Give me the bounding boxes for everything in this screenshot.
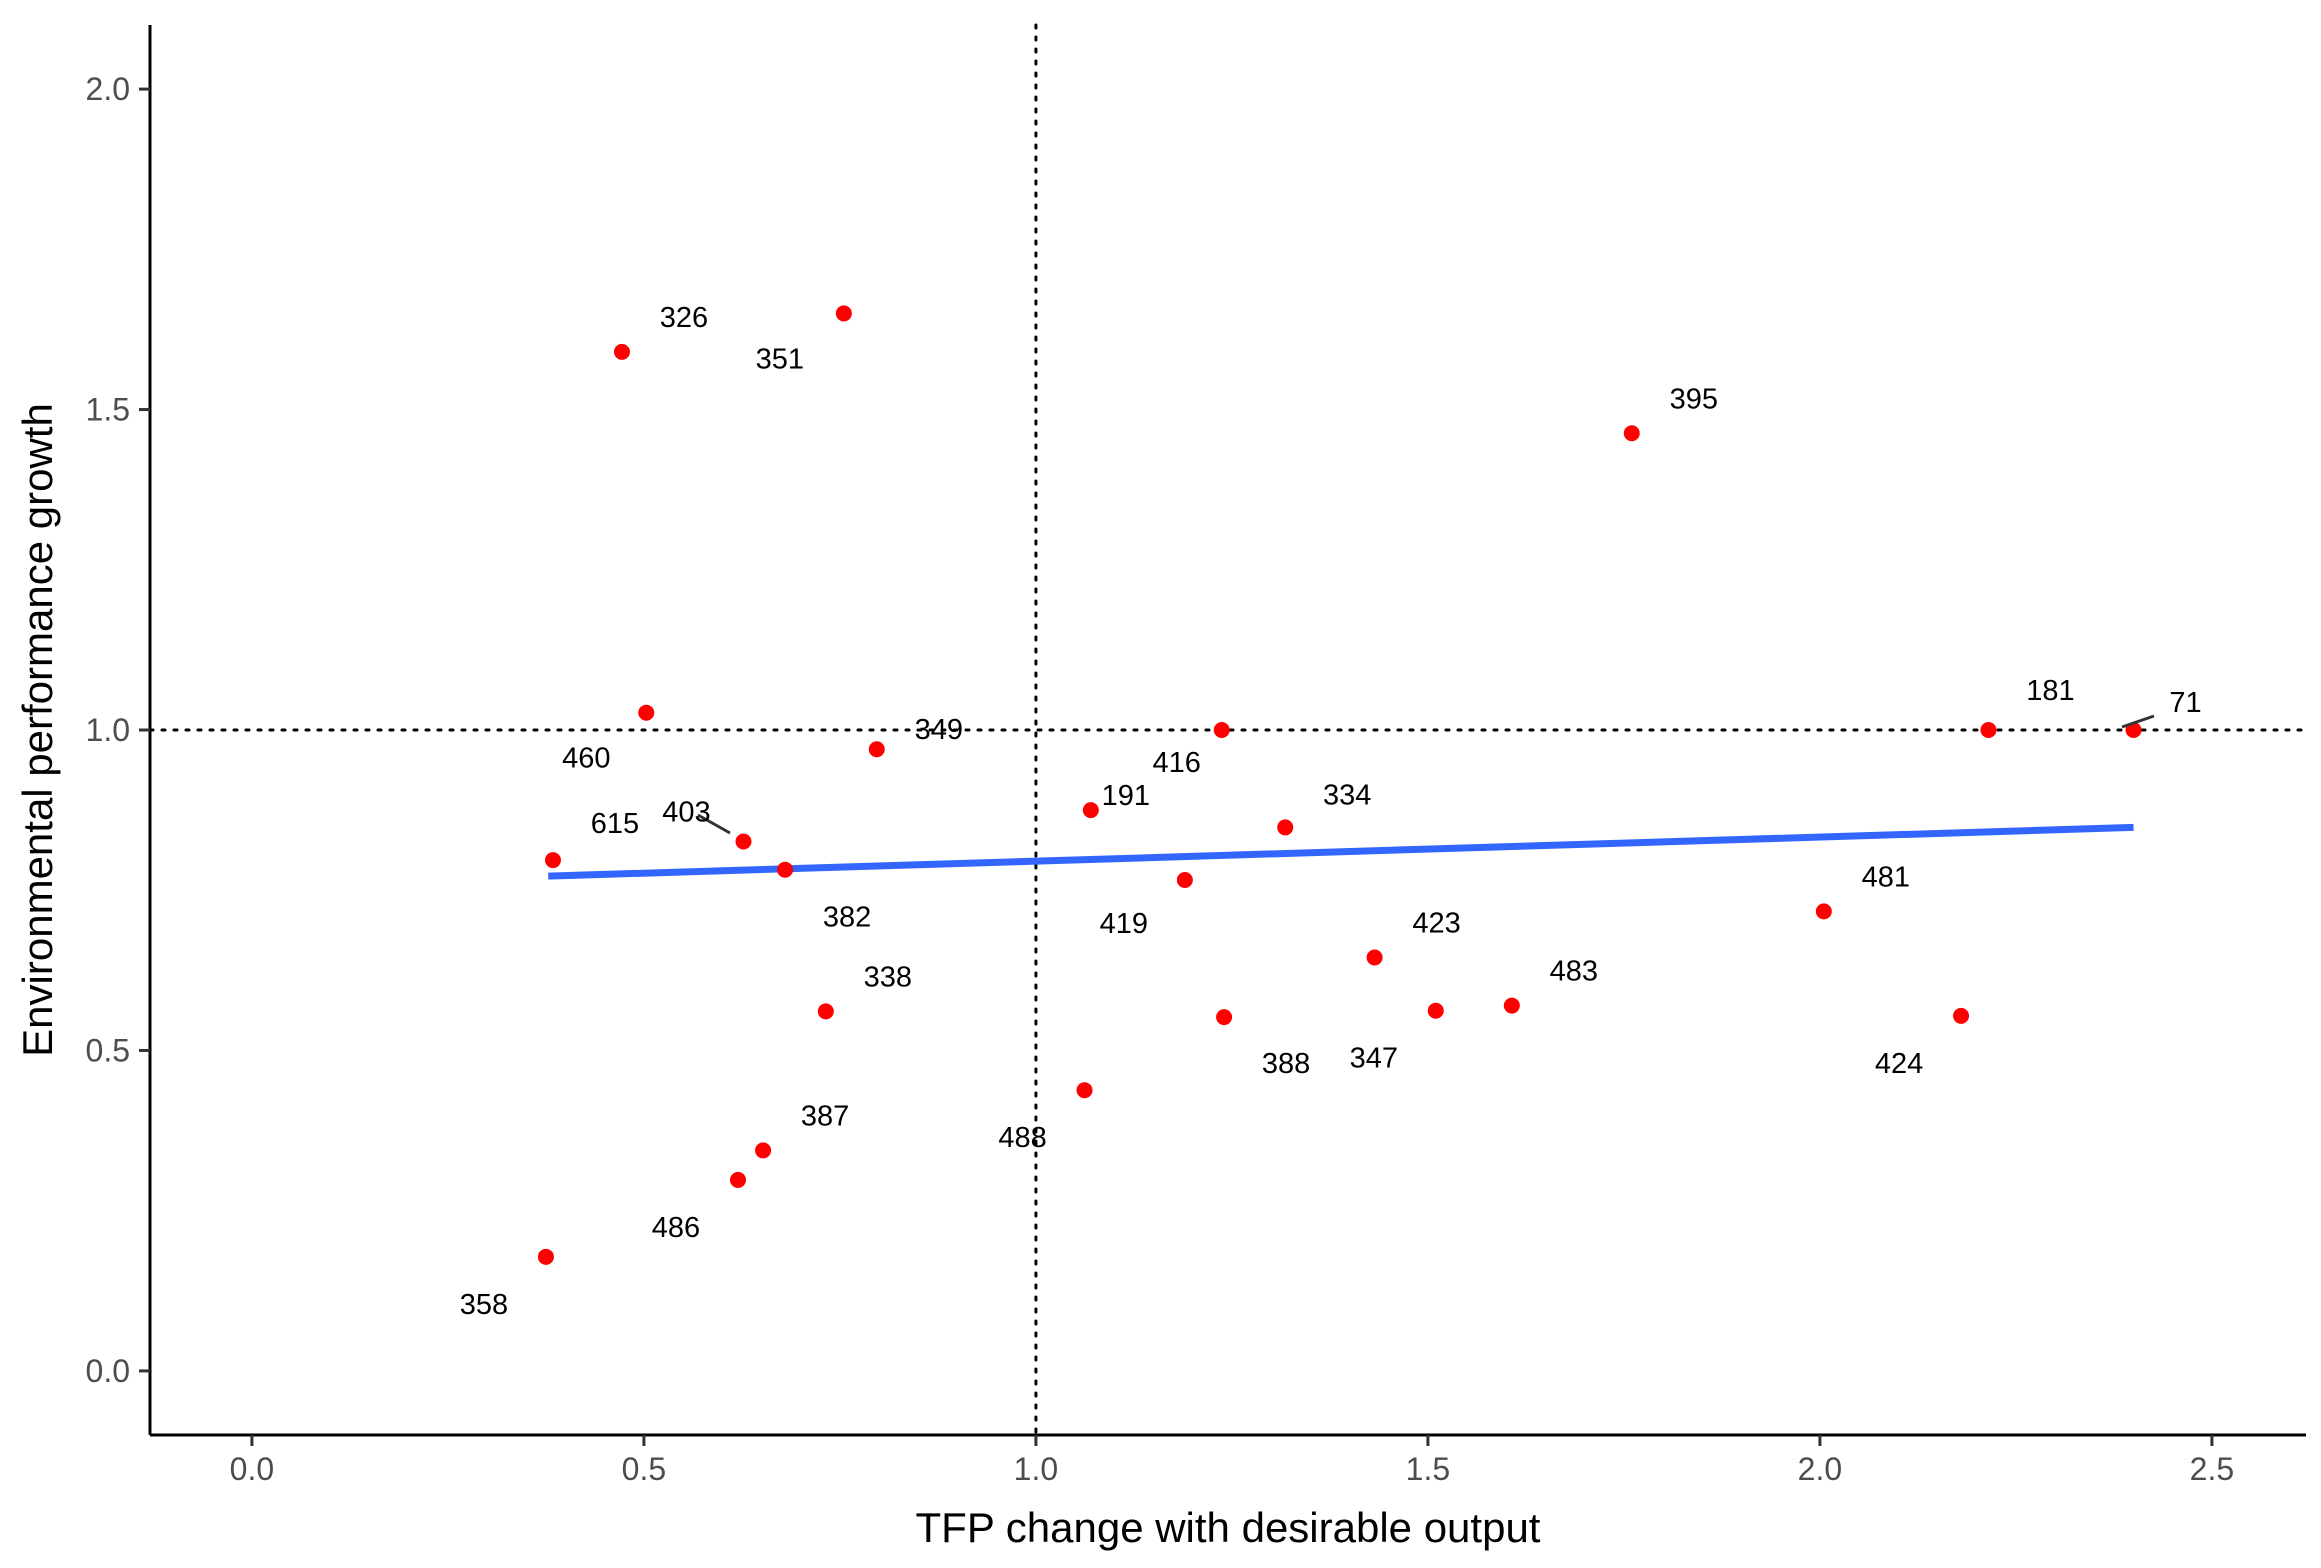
data-point — [1216, 1009, 1233, 1026]
x-tick-label: 0.5 — [622, 1451, 666, 1487]
data-point — [868, 741, 885, 758]
data-point — [1366, 949, 1383, 966]
data-point — [1953, 1007, 1970, 1024]
data-point — [755, 1142, 772, 1159]
data-point — [544, 852, 561, 869]
trend-line — [548, 823, 2134, 880]
point-label: 358 — [460, 1289, 508, 1321]
point-label: 191 — [1102, 780, 1150, 812]
x-ticks: 0.0 0.5 1.0 1.5 2.0 2.5 — [230, 1435, 2234, 1487]
x-tick-label: 1.0 — [1014, 1451, 1058, 1487]
point-label: 423 — [1412, 908, 1460, 940]
point-label: 338 — [864, 961, 912, 993]
data-point — [817, 1003, 834, 1020]
y-tick-label: 1.5 — [86, 392, 130, 428]
data-point — [1503, 997, 1520, 1014]
point-label: 347 — [1350, 1043, 1398, 1075]
point-labels: 326 351 395 460 349 416 181 71 191 334 403 615 382 41… — [460, 302, 2202, 1321]
y-tick-label: 2.0 — [86, 71, 130, 107]
data-point — [1213, 722, 1230, 738]
y-ticks: 0.0 0.5 1.0 1.5 2.0 — [86, 71, 150, 1389]
point-label: 181 — [2026, 675, 2074, 707]
point-label: 488 — [998, 1122, 1046, 1154]
point-label: 349 — [915, 714, 963, 746]
point-label: 326 — [660, 302, 708, 334]
point-label: 424 — [1875, 1048, 1923, 1080]
point-label: 395 — [1670, 383, 1718, 415]
data-point — [835, 305, 852, 322]
point-label: 71 — [2169, 687, 2201, 719]
data-point — [1277, 819, 1294, 836]
x-tick-label: 2.5 — [2190, 1451, 2234, 1487]
point-label: 486 — [652, 1212, 700, 1244]
data-point — [1623, 425, 1640, 442]
x-axis-title: TFP change with desirable output — [916, 1504, 1541, 1551]
y-tick-label: 1.0 — [86, 712, 130, 748]
point-label: 416 — [1153, 747, 1201, 779]
data-point — [638, 704, 655, 721]
data-point — [735, 833, 752, 850]
data-point — [613, 343, 630, 360]
trend-line-group — [548, 823, 2134, 880]
x-tick-label: 0.0 — [230, 1451, 274, 1487]
data-point — [1082, 802, 1099, 819]
data-point — [1815, 903, 1832, 920]
point-label: 419 — [1100, 908, 1148, 940]
point-label: 388 — [1262, 1048, 1310, 1080]
data-point — [1176, 871, 1193, 888]
point-label: 351 — [756, 343, 804, 375]
point-label: 481 — [1862, 861, 1910, 893]
point-label: 460 — [562, 743, 610, 775]
data-point — [1427, 1002, 1444, 1019]
label-leader — [697, 813, 731, 835]
point-label: 483 — [1550, 956, 1598, 988]
point-label: 615 — [591, 808, 639, 840]
point-label: 387 — [801, 1100, 849, 1132]
point-label: 403 — [662, 797, 710, 829]
y-tick-label: 0.5 — [86, 1032, 130, 1068]
y-tick-label: 0.0 — [86, 1353, 130, 1389]
data-point — [1076, 1082, 1093, 1099]
data-point — [777, 861, 794, 878]
reference-lines — [148, 23, 2308, 1437]
data-point — [537, 1248, 554, 1265]
x-tick-label: 1.5 — [1406, 1451, 1450, 1487]
data-point — [1980, 722, 1997, 738]
label-leader — [2121, 714, 2155, 729]
x-tick-label: 2.0 — [1798, 1451, 1842, 1487]
point-label: 382 — [823, 902, 871, 934]
y-axis-title: Environmental performance growth — [14, 403, 61, 1057]
data-point — [730, 1171, 746, 1188]
point-label: 334 — [1323, 779, 1371, 811]
